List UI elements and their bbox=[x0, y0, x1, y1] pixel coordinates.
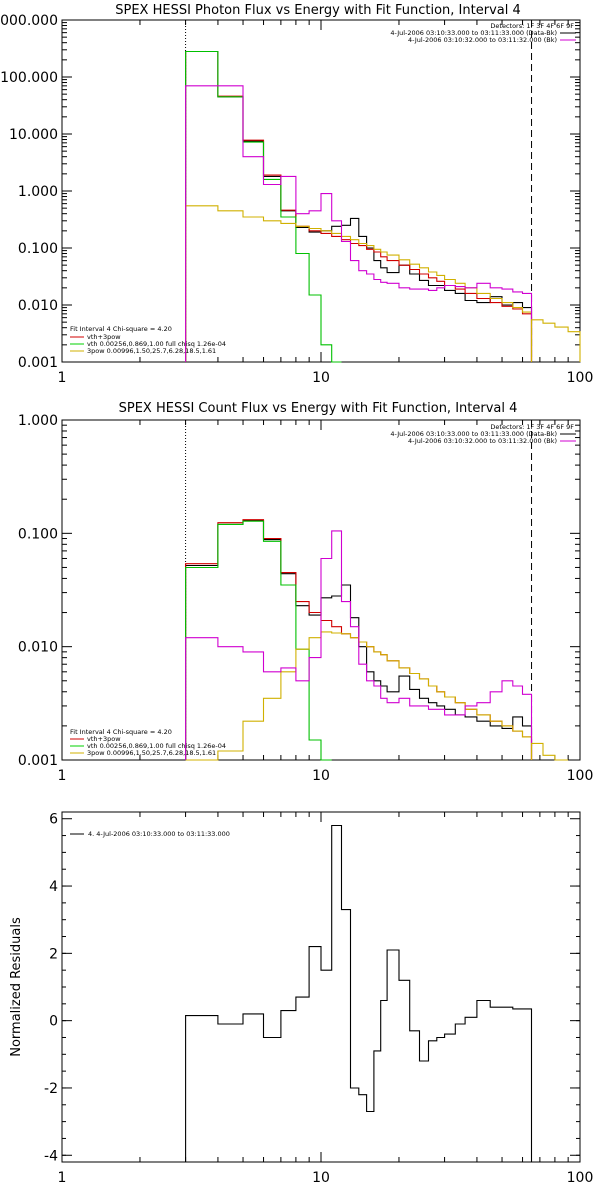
panel1-bk-label: 4-Jul-2006 03:10:32.000 to 03:11:32.000 … bbox=[408, 36, 557, 44]
x-tick-label: 100 bbox=[567, 768, 594, 784]
residuals-panel: -4 -2 0 2 4 6 1 10 100 Normalized Residuals 4. … bbox=[9, 811, 594, 1186]
x-tick-label: 1 bbox=[58, 768, 67, 784]
y-tick-label: -2 bbox=[44, 1081, 58, 1097]
y-tick-label: 0.010 bbox=[18, 640, 58, 656]
panel3-legend: 4. 4-Jul-2006 03:10:33.000 to 03:11:33.0… bbox=[70, 830, 230, 838]
thermal-series bbox=[185, 50, 342, 363]
y-tick-label: 2 bbox=[49, 946, 58, 962]
photon-flux-panel: SPEX HESSI Photon Flux vs Energy with Fi… bbox=[0, 3, 593, 386]
y-tick-label: 000.000 bbox=[0, 13, 58, 29]
x-tick-label: 100 bbox=[567, 370, 594, 386]
panel3-y-ticks: -4 -2 0 2 4 6 bbox=[44, 812, 580, 1164]
count-flux-panel: SPEX HESSI Count Flux vs Energy with Fit… bbox=[18, 401, 593, 784]
panel3-x-ticks: 1 10 100 bbox=[58, 812, 594, 1186]
y-tick-label: 0.100 bbox=[18, 526, 58, 542]
powerlaw-series bbox=[185, 205, 533, 362]
panel1-series bbox=[185, 50, 581, 363]
panel2-fit-header: Fit Interval 4 Chi-square = 4.20 bbox=[70, 728, 172, 736]
x-tick-label: 10 bbox=[312, 370, 330, 386]
x-tick-label: 1 bbox=[58, 370, 67, 386]
powerlaw-extension-series bbox=[530, 742, 569, 761]
data-bk-series bbox=[185, 519, 533, 760]
y-tick-label: 6 bbox=[49, 812, 58, 828]
y-tick-label: 1.000 bbox=[18, 184, 58, 200]
fit-total-series bbox=[185, 50, 533, 362]
panel1-data-bk-label: 4-Jul-2006 03:10:33.000 to 03:11:33.000 … bbox=[390, 29, 557, 37]
panel1-fit-header: Fit Interval 4 Chi-square = 4.20 bbox=[70, 325, 172, 333]
panel3-series bbox=[185, 824, 533, 1162]
panel2-top-right-legend: Detectors: 1F 3F 4F 6F 9F 4-Jul-2006 03:… bbox=[390, 423, 576, 445]
panel1-fit-legend: Fit Interval 4 Chi-square = 4.20 vth+3po… bbox=[70, 325, 226, 355]
panel1-detectors-label: Detectors: 1F 3F 4F 6F 9F bbox=[490, 22, 574, 30]
panel2-vlines bbox=[185, 420, 533, 760]
y-tick-label: 1.000 bbox=[18, 413, 58, 429]
background-series bbox=[185, 85, 533, 362]
panel2-fit-legend: Fit Interval 4 Chi-square = 4.20 vth+3po… bbox=[70, 728, 226, 757]
y-tick-label: -4 bbox=[44, 1148, 58, 1164]
panel2-y-ticks: 0.001 0.010 0.100 1.000 bbox=[18, 413, 580, 769]
x-tick-label: 1 bbox=[58, 1170, 67, 1186]
y-tick-label: 0 bbox=[49, 1014, 58, 1030]
x-tick-label: 100 bbox=[567, 1170, 594, 1186]
panel2-fit-label-3: 3pow 0.00996,1.50,25.7,6.28,18.5,1.61 bbox=[87, 749, 216, 757]
x-tick-label: 10 bbox=[312, 768, 330, 784]
panel2-x-ticks: 1 10 100 bbox=[58, 420, 594, 784]
panel1-fit-label-2: vth 0.00256,0.869,1.00 full chisq 1.26e-… bbox=[87, 340, 226, 348]
panel1-top-right-legend: Detectors: 1F 3F 4F 6F 9F 4-Jul-2006 03:… bbox=[390, 22, 576, 44]
panel2-series bbox=[185, 519, 569, 761]
panel1-fit-label-1: vth+3pow bbox=[87, 333, 121, 341]
y-tick-label: 0.001 bbox=[18, 753, 58, 769]
panel3-legend-label: 4. 4-Jul-2006 03:10:33.000 to 03:11:33.0… bbox=[88, 830, 230, 838]
panel1-y-ticks: 0.001 0.010 0.100 1.000 10.000 100.000 000.000 bbox=[0, 13, 580, 371]
panel1-title: SPEX HESSI Photon Flux vs Energy with Fi… bbox=[115, 3, 521, 18]
y-tick-label: 0.100 bbox=[18, 241, 58, 257]
panel2-fit-label-2: vth 0.00256,0.869,1.00 full chisq 1.26e-… bbox=[87, 742, 226, 750]
panel2-data-bk-label: 4-Jul-2006 03:10:33.000 to 03:11:33.000 … bbox=[390, 430, 557, 438]
residuals-series bbox=[185, 824, 533, 1162]
panel2-fit-label-1: vth+3pow bbox=[87, 735, 121, 743]
panel2-bk-label: 4-Jul-2006 03:10:32.000 to 03:11:32.000 … bbox=[408, 437, 557, 445]
powerlaw-series bbox=[185, 631, 533, 761]
powerlaw-extension-series bbox=[530, 319, 581, 362]
panel3-plot-frame bbox=[61, 811, 581, 1163]
y-tick-label: 100.000 bbox=[0, 70, 58, 86]
thermal-series bbox=[185, 520, 332, 761]
y-tick-label: 4 bbox=[49, 879, 58, 895]
panel1-fit-label-3: 3pow 0.00996,1.50,25.7,6.28,18.5,1.61 bbox=[87, 347, 216, 355]
y-tick-label: 10.000 bbox=[9, 127, 58, 143]
panel3-y-axis-label: Normalized Residuals bbox=[9, 917, 24, 1057]
x-tick-label: 10 bbox=[312, 1170, 330, 1186]
y-tick-label: 0.010 bbox=[18, 298, 58, 314]
panel2-detectors-label: Detectors: 1F 3F 4F 6F 9F bbox=[490, 423, 574, 431]
background-series bbox=[185, 530, 533, 760]
data-bk-series bbox=[185, 50, 533, 362]
y-tick-label: 0.001 bbox=[18, 355, 58, 371]
panel2-title: SPEX HESSI Count Flux vs Energy with Fit… bbox=[119, 401, 518, 416]
panel1-vlines bbox=[185, 20, 533, 362]
